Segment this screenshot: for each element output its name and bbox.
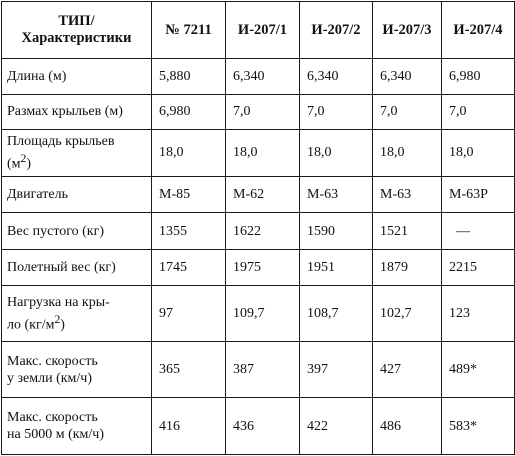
row-label-line1: Нагрузка на кры-: [7, 295, 110, 310]
row-max-speed-ground: Макс. скорость у земли (км/ч) 365 387 39…: [1, 341, 515, 399]
row-label: Площадь крыльев (м2): [1, 129, 152, 177]
row-wing-area: Площадь крыльев (м2) 18,0 18,0 18,0 18,0…: [1, 129, 515, 177]
row-label: Длина (м): [1, 58, 152, 95]
row-wing-loading: Нагрузка на кры- ло (кг/м2) 97 109,7 108…: [1, 285, 515, 343]
cell-value: 422: [299, 397, 373, 455]
row-label-line2: ло (кг/м: [7, 317, 55, 333]
cell-value: 6,980: [151, 93, 226, 131]
cell-value: М-63: [372, 175, 442, 214]
cell-value: 427: [372, 341, 442, 399]
header-col-i207-1: И-207/1: [225, 1, 300, 59]
row-label: Вес пустого (кг): [1, 212, 152, 250]
cell-value: М-85: [151, 175, 226, 214]
cell-value: М-63: [299, 175, 373, 214]
cell-value: 416: [151, 397, 226, 455]
cell-value: 1879: [372, 248, 442, 287]
cell-value: 18,0: [372, 129, 442, 177]
row-label-line1: Макс. скорость: [7, 410, 98, 426]
row-engine: Двигатель М-85 М-62 М-63 М-63 М-63Р: [1, 175, 515, 214]
row-length: Длина (м) 5,880 6,340 6,340 6,340 6,980: [1, 58, 515, 95]
cell-value: 365: [151, 341, 226, 399]
cell-value: 1521: [372, 212, 442, 250]
row-label: Размах крыльев (м): [1, 93, 152, 131]
cell-value: 436: [225, 397, 300, 455]
header-type-characteristics: ТИП/ Характеристики: [1, 1, 152, 59]
cell-value: 2215: [441, 248, 515, 287]
row-label-unit-close: ): [26, 156, 32, 172]
header-col-7211: № 7211: [151, 1, 226, 59]
cell-value: 5,880: [151, 58, 226, 95]
row-label-line2: на 5000 м (км/ч): [7, 427, 104, 443]
cell-value: 486: [372, 397, 442, 455]
header-col-i207-4: И-207/4: [441, 1, 515, 59]
cell-value: 1622: [225, 212, 300, 250]
header-col-i207-2: И-207/2: [299, 1, 373, 59]
cell-value: 18,0: [299, 129, 373, 177]
cell-value: 18,0: [151, 129, 226, 177]
row-wingspan: Размах крыльев (м) 6,980 7,0 7,0 7,0 7,0: [1, 93, 515, 131]
cell-value: М-63Р: [441, 175, 515, 214]
cell-value: 387: [225, 341, 300, 399]
cell-value: 1590: [299, 212, 373, 250]
cell-value: 1355: [151, 212, 226, 250]
cell-value: 109,7: [225, 285, 300, 343]
row-label: Нагрузка на кры- ло (кг/м2): [1, 285, 152, 343]
cell-value: 1745: [151, 248, 226, 287]
cell-value: 7,0: [299, 93, 373, 131]
cell-value: 397: [299, 341, 373, 399]
cell-value: 7,0: [441, 93, 515, 131]
row-label-close: ): [60, 317, 65, 333]
cell-value: 6,340: [372, 58, 442, 95]
row-label: Двигатель: [1, 175, 152, 214]
row-label: Полетный вес (кг): [1, 248, 152, 287]
cell-value: —: [441, 212, 515, 250]
row-label: Макс. скорость на 5000 м (км/ч): [1, 397, 152, 455]
row-label-line2: у земли (км/ч): [7, 370, 92, 386]
cell-value: 102,7: [372, 285, 442, 343]
cell-value: 6,340: [299, 58, 373, 95]
cell-value: М-62: [225, 175, 300, 214]
row-empty-weight: Вес пустого (кг) 1355 1622 1590 1521 —: [1, 212, 515, 250]
cell-value: 7,0: [225, 93, 300, 131]
cell-value: 489*: [441, 341, 515, 399]
cell-value: 6,980: [441, 58, 515, 95]
row-flight-weight: Полетный вес (кг) 1745 1975 1951 1879 22…: [1, 248, 515, 287]
cell-value: 97: [151, 285, 226, 343]
header-type-label: ТИП/: [58, 13, 95, 29]
row-label: Макс. скорость у земли (км/ч): [1, 341, 152, 399]
row-max-speed-5000m: Макс. скорость на 5000 м (км/ч) 416 436 …: [1, 397, 515, 455]
cell-value: 1951: [299, 248, 373, 287]
cell-value: 123: [441, 285, 515, 343]
cell-value: 1975: [225, 248, 300, 287]
row-label-unit-open: (м: [7, 156, 21, 172]
row-label-line1: Макс. скорость: [7, 353, 98, 369]
cell-value: 108,7: [299, 285, 373, 343]
row-label-sup: 2: [54, 313, 61, 326]
row-label-sup: 2: [20, 152, 27, 166]
cell-value: 583*: [441, 397, 515, 455]
header-characteristics-label: Характеристики: [21, 30, 132, 46]
header-row: ТИП/ Характеристики № 7211 И-207/1 И-207…: [1, 1, 515, 59]
cell-value: 18,0: [441, 129, 515, 177]
cell-value: 7,0: [372, 93, 442, 131]
header-col-i207-3: И-207/3: [372, 1, 442, 59]
cell-value: 18,0: [225, 129, 300, 177]
cell-value: 6,340: [225, 58, 300, 95]
row-label-main: Площадь крыльев: [7, 134, 115, 150]
